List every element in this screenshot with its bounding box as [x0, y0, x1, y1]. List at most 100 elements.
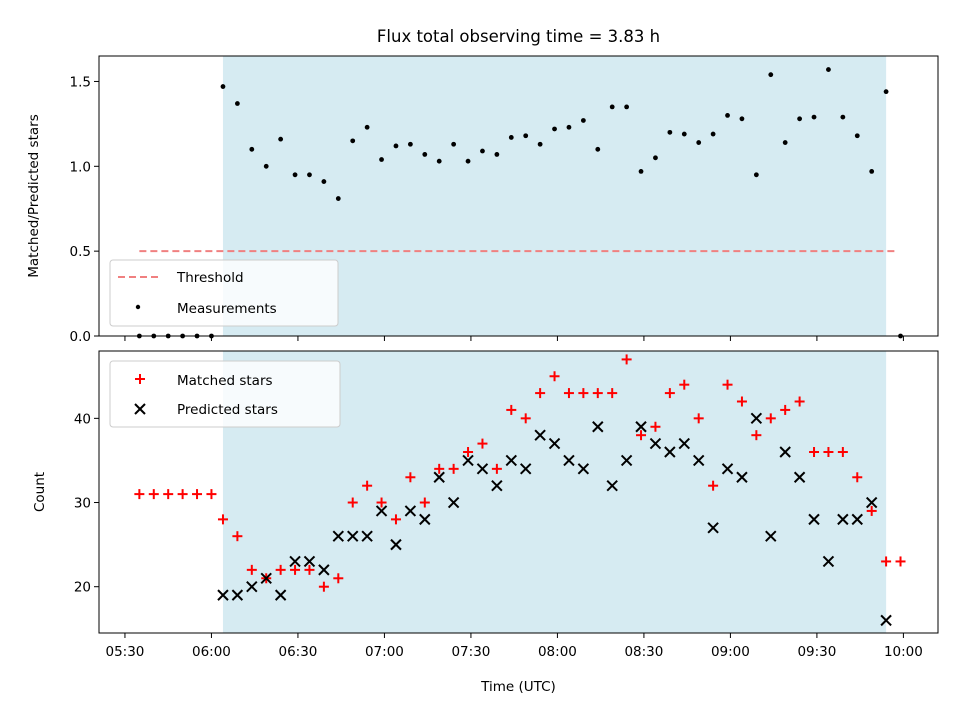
- measurement-point: [480, 148, 485, 154]
- predicted-star-point: [217, 589, 229, 601]
- measurement-point: [422, 152, 428, 157]
- predicted-star-point: [548, 437, 561, 450]
- measurement-point: [768, 72, 774, 78]
- measurement-point: [739, 116, 745, 122]
- ratio-y-axis-label: Matched/Predicted stars: [26, 114, 42, 277]
- matched-star-point: [722, 379, 733, 390]
- predicted-star-point: [332, 530, 345, 542]
- predicted-star-point: [865, 496, 878, 509]
- matched-star-point: [650, 421, 661, 432]
- measurement-point: [725, 112, 730, 118]
- measurement-point: [537, 141, 543, 147]
- matched-star-point: [246, 564, 257, 575]
- legend-matched-swatch: [135, 374, 145, 384]
- count-x-tick-label: 08:00: [538, 644, 577, 660]
- measurement-point: [667, 129, 673, 135]
- predicted-star-point: [649, 437, 662, 450]
- matched-star-point: [163, 489, 174, 500]
- matched-star-point: [765, 413, 776, 424]
- predicted-star-point: [678, 437, 690, 450]
- measurement-point: [234, 101, 240, 106]
- count-x-tick-label: 09:00: [711, 644, 750, 660]
- count-y-tick-label: 40: [74, 411, 91, 427]
- predicted-star-point: [707, 522, 719, 534]
- matched-star-point: [520, 413, 531, 424]
- predicted-star-point: [476, 463, 489, 475]
- measurement-point: [407, 141, 413, 147]
- measurement-point: [552, 126, 557, 132]
- predicted-star-point: [765, 530, 777, 542]
- measurement-point: [321, 179, 327, 184]
- measurement-point: [826, 67, 831, 72]
- count-x-ticks: 05:30 06:00 06:30 07:00 07:30 08:00 08:30 09:00…: [105, 633, 923, 660]
- matched-star-point: [506, 404, 517, 415]
- measurement-point: [696, 140, 702, 145]
- matched-star-point: [636, 430, 647, 441]
- predicted-star-point: [793, 471, 806, 483]
- matched-star-point: [333, 573, 344, 584]
- predicted-star-point: [635, 421, 647, 433]
- measurement-point: [653, 155, 658, 161]
- predicted-star-point: [246, 580, 258, 593]
- legend-predicted-swatch: [134, 403, 146, 415]
- predicted-star-point: [505, 454, 517, 467]
- matched-star-point: [434, 463, 445, 474]
- measurement-point: [379, 157, 384, 162]
- measurement-point: [508, 135, 514, 140]
- measurement-point: [263, 163, 269, 169]
- legend-measurements-label: Measurements: [177, 301, 277, 317]
- ratio-y-ticks: 0.0 0.5 1.0 1.5: [70, 74, 99, 345]
- predicted-star-point: [808, 513, 820, 526]
- predicted-star-point: [577, 463, 590, 475]
- predicted-star-point: [462, 454, 474, 467]
- matched-star-point: [881, 556, 892, 567]
- matched-star-point: [275, 564, 286, 575]
- matched-star-point: [852, 472, 863, 483]
- matched-star-point: [206, 489, 217, 500]
- predicted-star-point: [274, 589, 287, 601]
- predicted-star-point: [520, 463, 532, 475]
- measurement-point: [566, 124, 572, 130]
- matched-star-point: [217, 514, 228, 525]
- legend-matched-marker: [135, 374, 145, 384]
- matched-star-point: [794, 396, 805, 407]
- matched-star-point: [549, 371, 560, 382]
- matched-star-point: [535, 388, 546, 399]
- measurement-point: [710, 131, 716, 137]
- ratio-panel: 0.0 0.5 1.0 1.5 Flux total observing time =…: [26, 27, 939, 345]
- measurement-point: [220, 84, 226, 89]
- matched-star-point: [405, 472, 416, 483]
- count-legend-box: [109, 360, 341, 428]
- matched-star-point: [895, 556, 906, 567]
- measurement-point: [278, 136, 284, 142]
- matched-star-point: [491, 463, 502, 474]
- predicted-star-point: [822, 555, 835, 568]
- predicted-star-point: [851, 513, 863, 526]
- measurement-point: [883, 89, 889, 95]
- predicted-star-point: [318, 564, 330, 576]
- count-x-tick-label: 07:30: [451, 644, 490, 660]
- measurement-point: [753, 172, 759, 178]
- matched-star-point: [823, 447, 834, 458]
- measurement-point: [797, 116, 803, 122]
- measurement-point: [595, 146, 601, 152]
- predicted-star-point: [260, 572, 272, 584]
- count-y-axis-label: Count: [32, 472, 48, 512]
- measurement-point: [494, 152, 500, 157]
- measurement-point: [869, 168, 875, 174]
- count-legend: Matched stars Predicted stars: [109, 360, 341, 428]
- matched-star-point: [780, 404, 791, 415]
- measurement-point: [854, 133, 860, 139]
- count-panel: 20 30 40 05:30 06:00 06:30 07:00 07:30 08:00 08:…: [32, 350, 939, 695]
- matched-star-point: [866, 505, 877, 516]
- measurement-point: [307, 172, 312, 178]
- matched-star-point: [448, 463, 459, 474]
- measurement-point: [624, 104, 630, 110]
- matched-star-point: [607, 388, 618, 399]
- predicted-star-point: [534, 429, 546, 441]
- matched-star-point: [664, 388, 675, 399]
- matched-star-point: [304, 564, 315, 575]
- predicted-star-point: [491, 479, 503, 492]
- matched-star-point: [347, 497, 358, 508]
